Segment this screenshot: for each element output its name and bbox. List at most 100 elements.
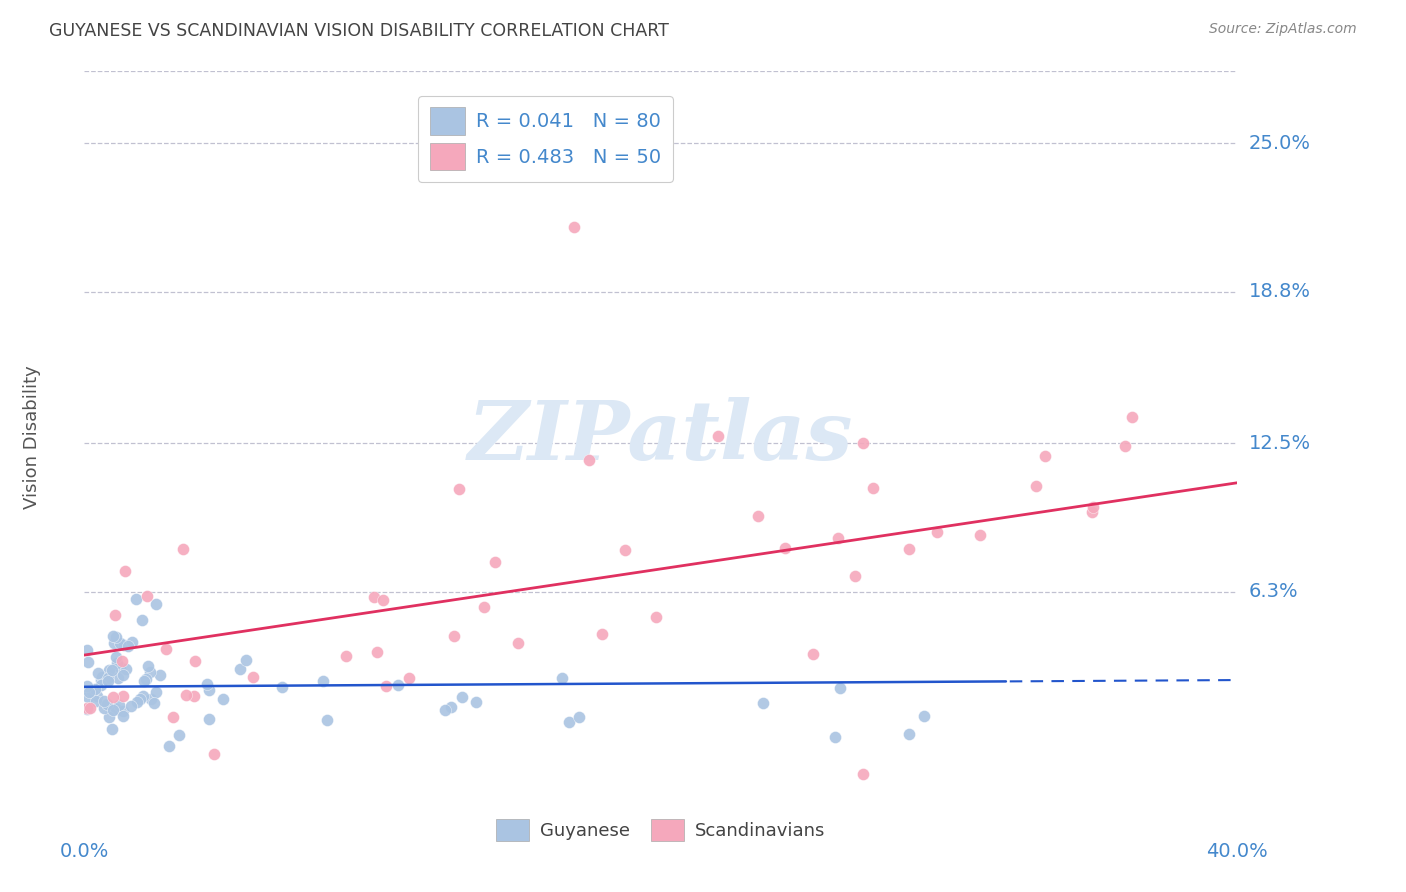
- Point: [101, 663, 124, 677]
- Point: [451, 690, 474, 704]
- Point: [110, 660, 132, 674]
- Point: [108, 698, 131, 712]
- Point: [197, 683, 219, 698]
- Point: [564, 220, 586, 235]
- Point: [824, 730, 846, 744]
- Point: [111, 709, 134, 723]
- Point: [96, 698, 118, 712]
- Point: [139, 665, 162, 680]
- Point: [1033, 450, 1056, 464]
- Point: [174, 688, 197, 702]
- Point: [898, 727, 921, 741]
- Point: [84, 694, 107, 708]
- Point: [93, 694, 115, 708]
- Point: [912, 709, 935, 723]
- Point: [198, 712, 221, 726]
- Point: [104, 701, 127, 715]
- Point: [440, 700, 463, 714]
- Text: 25.0%: 25.0%: [1249, 134, 1310, 153]
- Point: [97, 671, 120, 685]
- Point: [229, 662, 252, 676]
- Text: 0.0%: 0.0%: [59, 842, 110, 861]
- Point: [114, 662, 136, 676]
- Point: [131, 613, 153, 627]
- Point: [433, 703, 456, 717]
- Text: GUYANESE VS SCANDINAVIAN VISION DISABILITY CORRELATION CHART: GUYANESE VS SCANDINAVIAN VISION DISABILI…: [49, 22, 669, 40]
- Text: ZIPatlas: ZIPatlas: [468, 397, 853, 477]
- Text: Vision Disability: Vision Disability: [24, 365, 42, 509]
- Point: [104, 630, 127, 644]
- Point: [107, 672, 129, 686]
- Point: [129, 692, 152, 706]
- Point: [105, 650, 128, 665]
- Point: [551, 671, 574, 685]
- Point: [101, 703, 124, 717]
- Point: [613, 543, 636, 558]
- Point: [801, 647, 824, 661]
- Point: [76, 702, 98, 716]
- Point: [316, 713, 339, 727]
- Point: [143, 697, 166, 711]
- Point: [183, 689, 205, 703]
- Point: [925, 524, 948, 539]
- Text: 40.0%: 40.0%: [1206, 842, 1268, 861]
- Point: [103, 629, 125, 643]
- Point: [155, 642, 177, 657]
- Point: [707, 429, 730, 443]
- Point: [157, 739, 180, 753]
- Point: [77, 690, 100, 704]
- Point: [375, 679, 398, 693]
- Point: [242, 670, 264, 684]
- Text: Source: ZipAtlas.com: Source: ZipAtlas.com: [1209, 22, 1357, 37]
- Point: [145, 685, 167, 699]
- Point: [898, 542, 921, 557]
- Text: 12.5%: 12.5%: [1249, 434, 1310, 452]
- Point: [111, 654, 134, 668]
- Point: [387, 678, 409, 692]
- Point: [121, 635, 143, 649]
- Point: [645, 609, 668, 624]
- Point: [132, 674, 155, 689]
- Point: [827, 531, 849, 545]
- Point: [120, 699, 142, 714]
- Point: [103, 636, 125, 650]
- Point: [235, 653, 257, 667]
- Legend: Guyanese, Scandinavians: Guyanese, Scandinavians: [489, 812, 832, 848]
- Point: [184, 654, 207, 668]
- Point: [167, 728, 190, 742]
- Point: [1114, 439, 1136, 453]
- Point: [1081, 500, 1104, 514]
- Point: [1121, 409, 1143, 424]
- Point: [77, 655, 100, 669]
- Point: [852, 436, 875, 450]
- Point: [335, 648, 357, 663]
- Point: [98, 663, 121, 677]
- Point: [76, 701, 98, 715]
- Point: [752, 696, 775, 710]
- Point: [76, 679, 98, 693]
- Point: [558, 715, 581, 730]
- Point: [79, 685, 101, 699]
- Point: [443, 629, 465, 643]
- Point: [212, 692, 235, 706]
- Point: [76, 642, 98, 657]
- Point: [101, 722, 124, 736]
- Point: [591, 626, 613, 640]
- Point: [773, 541, 796, 555]
- Point: [111, 668, 134, 682]
- Point: [104, 608, 127, 623]
- Point: [145, 597, 167, 611]
- Point: [79, 701, 101, 715]
- Point: [202, 747, 225, 761]
- Point: [398, 671, 420, 685]
- Point: [844, 569, 866, 583]
- Point: [117, 639, 139, 653]
- Point: [97, 710, 120, 724]
- Text: 6.3%: 6.3%: [1249, 582, 1298, 601]
- Point: [567, 710, 589, 724]
- Point: [139, 692, 162, 706]
- Point: [828, 681, 851, 695]
- Point: [97, 673, 120, 688]
- Point: [969, 528, 991, 542]
- Point: [363, 590, 385, 604]
